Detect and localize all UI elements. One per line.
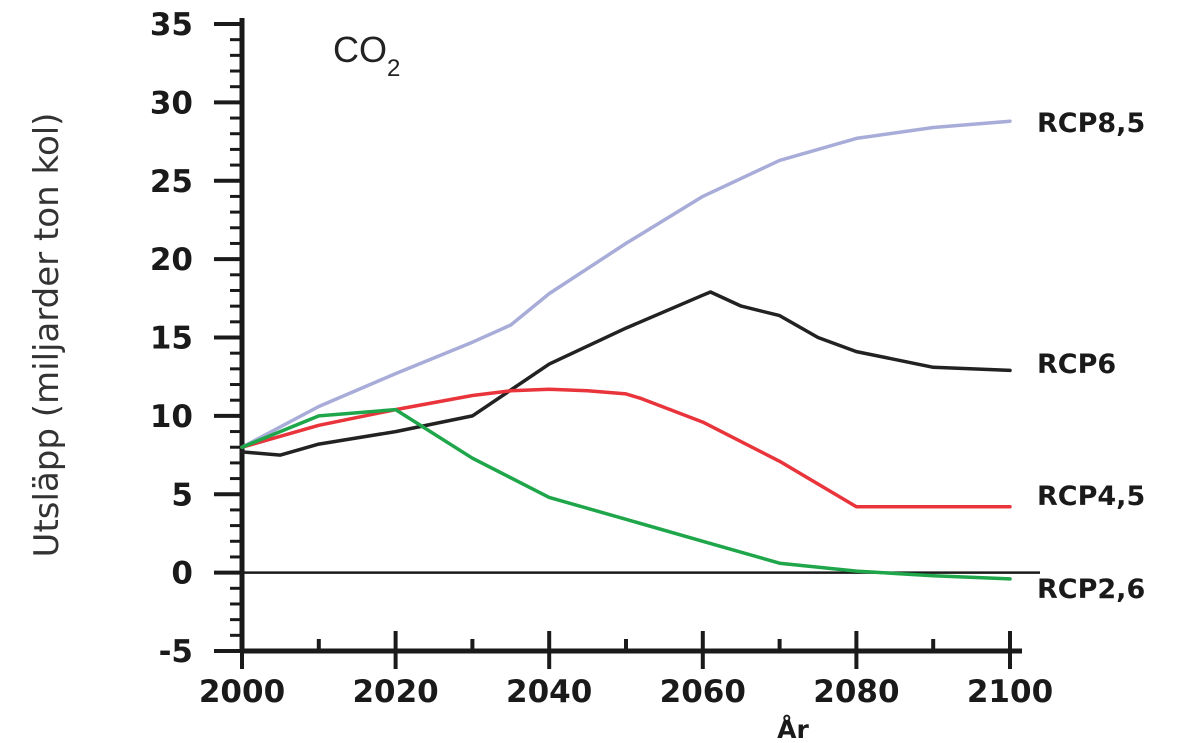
y-tick-label: 5 [171,477,193,513]
series-lines [240,119,1012,581]
y-tick-label: 10 [150,399,193,435]
y-tick-label: 30 [150,85,193,121]
y-tick-label: 15 [150,321,193,357]
series-line-2 [240,387,1012,509]
series-label-2: RCP4,5 [1037,481,1145,512]
x-tick-label: 2060 [660,674,746,710]
series-line-1 [240,290,1012,457]
y-tick-label: 35 [150,7,193,43]
y-tick-label: -5 [159,634,193,670]
axes [239,18,1040,654]
y-axis-label: Utsläpp (miljarder ton kol) [27,113,67,558]
y-tick-label: 0 [171,556,193,592]
x-axis-label: År [777,715,809,743]
series-line-3 [240,407,1012,581]
series-label-3: RCP2,6 [1037,574,1145,605]
x-tick-label: 2040 [506,674,592,710]
ticks: -5 0 5 10 15 20 25 30 35 2000 2020 2040 2060 2080 2100 [150,7,1053,710]
series-labels: RCP8,5 RCP6 RCP4,5 RCP2,6 [1037,108,1145,605]
chart-title-main: CO [333,29,387,70]
x-tick-label: 2020 [352,674,438,710]
chart-title: CO2 [333,29,400,82]
x-tick-label: 2080 [813,674,899,710]
series-line-0 [240,119,1012,449]
x-tick-label: 2000 [199,674,285,710]
chart-title-subscript: 2 [387,55,400,82]
y-tick-label: 25 [150,164,193,200]
x-tick-label: 2100 [967,674,1053,710]
series-label-0: RCP8,5 [1037,108,1145,139]
y-tick-label: 20 [150,242,193,278]
series-label-1: RCP6 [1037,349,1116,380]
